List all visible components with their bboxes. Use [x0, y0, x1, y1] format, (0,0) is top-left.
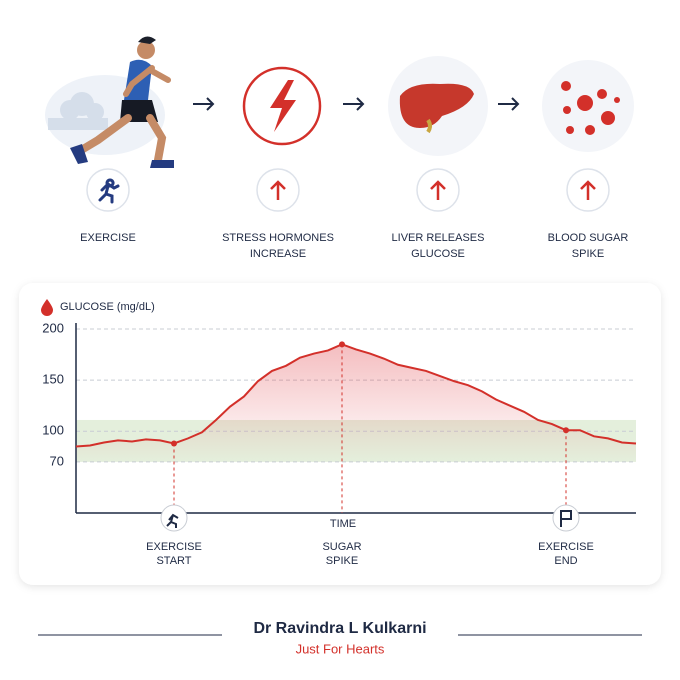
annotation-point: [171, 440, 177, 447]
step-label: SPIKE: [572, 248, 604, 260]
annotation-label: END: [554, 555, 577, 567]
step-label: LIVER RELEASES: [392, 232, 485, 244]
up-arrow: [270, 180, 286, 200]
step-label: EXERCISE: [80, 232, 136, 244]
y-tick-label: 200: [42, 320, 64, 335]
area-fill: [76, 344, 636, 462]
y-tick-label: 150: [42, 372, 64, 387]
step-label: BLOOD SUGAR: [548, 232, 629, 244]
annotation-label: START: [156, 555, 191, 567]
annotation-label: EXERCISE: [538, 541, 594, 553]
step-label: GLUCOSE: [411, 248, 465, 260]
annotation-point: [339, 341, 345, 348]
annotation-icon: [160, 504, 188, 532]
footer-tagline: Just For Hearts: [296, 641, 385, 656]
step-label: STRESS HORMONES: [222, 232, 334, 244]
footer-name: Dr Ravindra L Kulkarni: [253, 620, 426, 637]
x-axis-label: TIME: [330, 518, 356, 530]
chart: 200 150 100 70 EXERCISE START SUGAR SPIKE EXERCI…: [42, 320, 637, 567]
annotation-glyph: [166, 513, 179, 528]
glucose-line: [75, 343, 637, 448]
drop-icon: [41, 299, 53, 316]
annotation-label: SUGAR: [322, 541, 361, 553]
up-arrow: [580, 180, 596, 200]
annotation-glyph: [560, 510, 572, 527]
illustrations: [45, 36, 634, 168]
annotation-label: SPIKE: [326, 555, 358, 567]
step-icons: EXERCISE STRESS HORMONES INCREASE LIVER REL…: [80, 168, 629, 260]
y-tick-label: 70: [50, 453, 64, 468]
y-axis-label: GLUCOSE (mg/dL): [60, 301, 155, 313]
run-icon: [98, 178, 120, 204]
y-tick-label: 100: [42, 423, 64, 438]
annotation-label: EXERCISE: [146, 541, 202, 553]
step-label: INCREASE: [250, 248, 306, 260]
annotation-point: [563, 427, 569, 434]
up-arrow: [430, 180, 446, 200]
